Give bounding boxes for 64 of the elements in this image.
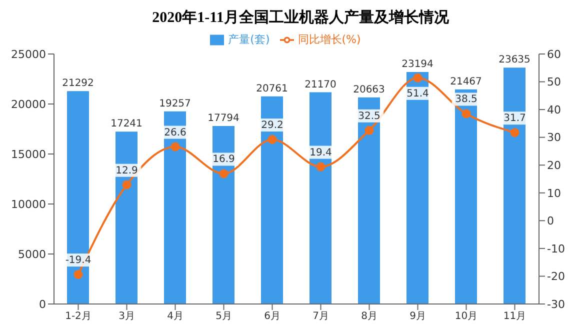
data-label: 23194 <box>402 59 434 70</box>
y2-tick-label: 50 <box>547 76 561 89</box>
point <box>170 142 180 152</box>
y-tick-label: 15000 <box>11 148 46 161</box>
y2-tick-label: 30 <box>547 131 561 144</box>
x-tick-label: 1-2月 <box>65 311 92 322</box>
y2-tick-label: 40 <box>547 103 561 116</box>
legend-label: 同比增长(%) <box>298 33 361 46</box>
x-tick-label: 8月 <box>361 311 378 322</box>
data-label: 17241 <box>110 118 142 130</box>
x-tick-label: 9月 <box>410 311 426 322</box>
data-label: 19.4 <box>310 147 332 158</box>
data-label: 21292 <box>62 78 94 90</box>
y2-tick-label: 10 <box>547 186 561 200</box>
data-label: 16.9 <box>212 154 235 166</box>
x-tick-label: 7月 <box>312 311 329 322</box>
point <box>316 162 326 172</box>
chart-title: 2020年1-11月全国工业机器人产量及增长情况 <box>151 8 450 28</box>
bar <box>504 68 526 304</box>
y-tick-label: 25000 <box>11 48 46 61</box>
point <box>510 128 520 138</box>
data-label: 17794 <box>208 113 240 124</box>
point <box>219 169 228 178</box>
x-tick-label: 10月 <box>454 311 478 322</box>
bar <box>261 96 283 304</box>
bar <box>164 111 186 304</box>
data-label: 21467 <box>450 76 482 88</box>
x-tick-label: 6月 <box>264 311 280 322</box>
legend-label: 产量(套) <box>228 33 270 46</box>
y2-tick-label: 20 <box>547 159 561 172</box>
y2-tick-label: -30 <box>547 298 565 311</box>
data-label: 29.2 <box>261 120 284 132</box>
data-label: 31.7 <box>504 113 526 124</box>
data-label: 12.9 <box>116 165 138 176</box>
y2-tick-label: -10 <box>547 242 565 256</box>
data-label: 20761 <box>256 83 288 94</box>
y-tick-label: 0 <box>39 298 46 311</box>
x-tick-label: 3月 <box>118 311 135 322</box>
y2-tick-label: -20 <box>547 270 565 284</box>
data-label: 23635 <box>498 54 530 66</box>
y-tick-label: 10000 <box>11 198 46 211</box>
data-label: 38.5 <box>455 94 478 106</box>
data-label: 26.6 <box>164 127 186 138</box>
point <box>74 270 83 280</box>
data-label: 32.5 <box>358 110 380 122</box>
data-label: -19.4 <box>65 255 92 266</box>
point <box>462 109 471 118</box>
bar <box>67 91 89 304</box>
y2-tick-label: 60 <box>547 48 561 61</box>
x-tick-label: 11月 <box>503 311 526 322</box>
point <box>268 135 277 144</box>
point <box>122 180 132 190</box>
y-tick-label: 20000 <box>11 98 46 111</box>
point <box>364 126 374 135</box>
y2-tick-label: 0 <box>547 214 554 228</box>
data-label: 19257 <box>159 98 191 110</box>
data-label: 21170 <box>304 79 336 90</box>
point <box>413 73 422 82</box>
x-tick-label: 5月 <box>216 311 232 322</box>
data-label: 20663 <box>353 84 385 96</box>
bar <box>310 92 332 304</box>
data-label: 51.4 <box>406 88 429 100</box>
y-tick-label: 5000 <box>18 248 46 261</box>
x-tick-label: 4月 <box>167 311 184 322</box>
